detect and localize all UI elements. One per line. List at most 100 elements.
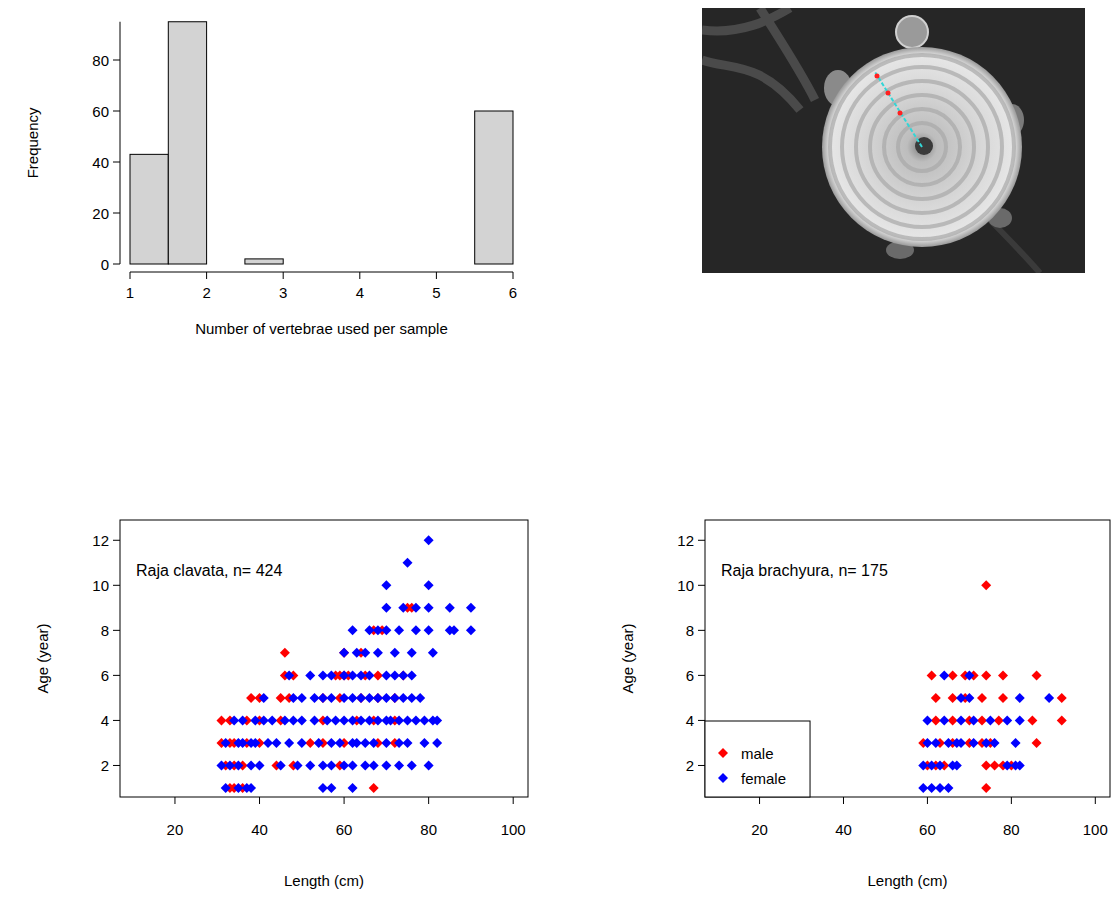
histogram-bar — [283, 264, 321, 265]
data-point — [255, 760, 265, 770]
data-point — [284, 738, 294, 748]
data-point — [390, 648, 400, 658]
data-point — [1015, 760, 1025, 770]
x-tick-label: 100 — [501, 821, 526, 838]
data-point — [1002, 715, 1012, 725]
histogram-panel: 020406080123456Number of vertebrae used … — [24, 22, 518, 337]
y-tick-label: 10 — [92, 577, 109, 594]
data-point — [1044, 693, 1054, 703]
y-tick-label: 80 — [92, 52, 109, 69]
y-tick — [113, 60, 120, 61]
x-axis-line — [130, 272, 513, 273]
plot-frame — [120, 520, 528, 797]
y-axis-title: Age (year) — [34, 623, 51, 693]
data-point — [922, 715, 932, 725]
data-point — [1032, 670, 1042, 680]
data-point — [369, 738, 379, 748]
data-point — [276, 760, 286, 770]
data-point — [432, 738, 442, 748]
histogram-bar — [130, 154, 168, 264]
photo-content — [702, 8, 1085, 273]
data-point — [1057, 715, 1067, 725]
data-point — [398, 603, 408, 613]
x-tick — [206, 272, 207, 279]
data-point — [964, 693, 974, 703]
background — [0, 0, 1116, 911]
data-point — [432, 715, 442, 725]
panel-annotation: Raja brachyura, n= 175 — [721, 562, 888, 579]
x-tick — [513, 797, 514, 804]
x-tick-label: 3 — [279, 284, 287, 301]
photo-debris — [702, 8, 815, 110]
y-tick — [698, 765, 705, 766]
data-point — [348, 625, 358, 635]
data-point — [981, 783, 991, 793]
data-point — [931, 693, 941, 703]
data-point — [394, 760, 404, 770]
vertebra — [822, 47, 1022, 247]
x-tick — [513, 272, 514, 279]
x-tick-label: 100 — [1083, 821, 1108, 838]
histogram-bar — [168, 22, 206, 264]
bars — [130, 22, 513, 264]
data-point — [238, 715, 248, 725]
histogram-bar — [207, 264, 245, 265]
data-point — [428, 648, 438, 658]
data-point — [305, 760, 315, 770]
data-point — [998, 670, 1008, 680]
data-point — [445, 603, 455, 613]
plot-frame — [705, 520, 1110, 797]
data-point — [394, 625, 404, 635]
data-point — [956, 715, 966, 725]
legend-label: male — [741, 745, 774, 762]
data-point — [981, 670, 991, 680]
histogram-bar — [436, 264, 474, 265]
data-point — [221, 783, 231, 793]
data-point — [381, 603, 391, 613]
legend-symbol — [718, 773, 728, 783]
legend: malefemale — [705, 721, 810, 797]
data-point — [956, 738, 966, 748]
data-point — [250, 738, 260, 748]
x-tick-label: 5 — [432, 284, 440, 301]
x-tick-label: 6 — [509, 284, 517, 301]
data-point — [381, 738, 391, 748]
data-point — [939, 670, 949, 680]
x-tick — [174, 797, 175, 804]
band-mark — [898, 111, 903, 116]
data-point — [381, 625, 391, 635]
y-tick — [698, 630, 705, 631]
y-tick — [113, 630, 120, 631]
data-point — [339, 648, 349, 658]
data-point — [271, 738, 281, 748]
y-tick-label: 10 — [677, 577, 694, 594]
y-axis-line — [120, 22, 121, 264]
data-point — [419, 738, 429, 748]
data-point — [221, 738, 231, 748]
data-point — [935, 760, 945, 770]
y-tick-label: 40 — [92, 154, 109, 171]
data-point — [305, 670, 315, 680]
data-point — [969, 738, 979, 748]
data-point — [981, 580, 991, 590]
data-point — [233, 760, 243, 770]
band-mark — [886, 91, 891, 96]
data-point — [364, 670, 374, 680]
data-point — [449, 625, 459, 635]
x-tick — [344, 797, 345, 804]
data-point — [297, 738, 307, 748]
data-point — [326, 783, 336, 793]
vertebra-photo — [702, 8, 1085, 273]
histogram-bar — [322, 264, 360, 265]
x-tick-label: 60 — [919, 821, 936, 838]
data-point — [977, 693, 987, 703]
data-point — [1015, 693, 1025, 703]
x-tick — [436, 272, 437, 279]
data-point — [1032, 738, 1042, 748]
data-point — [369, 760, 379, 770]
data-point — [407, 760, 417, 770]
x-axis-title: Length (cm) — [867, 872, 947, 889]
data-point — [424, 535, 434, 545]
data-point — [411, 603, 421, 613]
data-point — [424, 603, 434, 613]
